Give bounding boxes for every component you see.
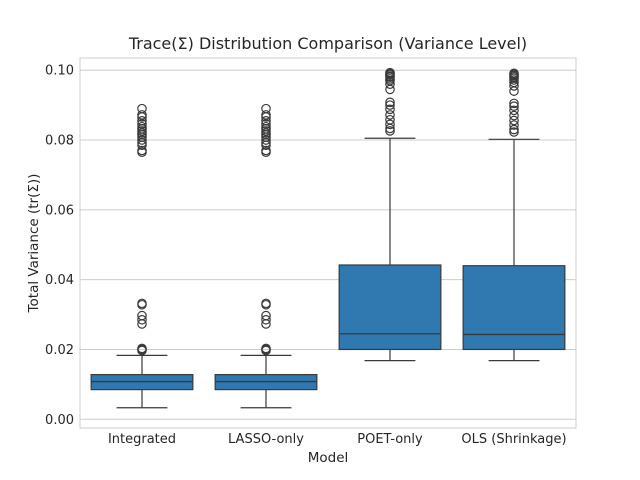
outlier-point bbox=[509, 101, 519, 111]
y-tick-label: 0.06 bbox=[45, 203, 74, 218]
outlier-point bbox=[137, 298, 147, 309]
x-tick-label: LASSO-only bbox=[228, 432, 304, 447]
x-tick-label: OLS (Shrinkage) bbox=[461, 432, 566, 447]
outlier-point bbox=[261, 314, 271, 325]
x-tick-label: POET-only bbox=[357, 432, 423, 447]
outlier-point bbox=[261, 145, 271, 156]
outlier-point bbox=[137, 116, 147, 126]
outlier-point bbox=[385, 110, 395, 120]
plot-frame bbox=[79, 57, 577, 429]
outlier-point bbox=[509, 81, 519, 91]
iqr-box bbox=[462, 265, 566, 351]
outlier-point bbox=[385, 100, 395, 110]
outlier-point bbox=[509, 120, 519, 130]
outlier-point bbox=[509, 124, 519, 135]
y-tick-label: 0.02 bbox=[45, 343, 74, 358]
y-tick-label: 0.04 bbox=[45, 273, 74, 288]
outlier-point bbox=[261, 343, 271, 354]
outlier-point bbox=[137, 103, 147, 114]
outlier-point bbox=[137, 119, 147, 129]
outlier-point bbox=[509, 110, 519, 121]
x-tick-labels: Integrated LASSO-only POET-only OLS (Shrink… bbox=[108, 432, 567, 447]
outlier-point bbox=[261, 110, 271, 120]
y-tick-label: 0.08 bbox=[45, 134, 74, 149]
outlier-point bbox=[385, 119, 395, 130]
y-tick-labels: 0.00 0.02 0.04 0.06 0.08 0.10 bbox=[45, 64, 74, 428]
box-group bbox=[338, 67, 442, 362]
outlier-point bbox=[137, 110, 147, 120]
grid-lines bbox=[80, 69, 576, 420]
iqr-box bbox=[338, 264, 442, 351]
outlier-point bbox=[385, 126, 395, 136]
chart-title: Trace(Σ) Distribution Comparison (Varian… bbox=[128, 34, 527, 53]
outlier-point bbox=[509, 98, 519, 109]
outlier-point bbox=[261, 135, 271, 145]
box-group bbox=[90, 103, 194, 409]
y-axis-label: Total Variance (tr(Σ)) bbox=[26, 174, 42, 314]
box-group bbox=[214, 103, 318, 409]
outlier-point bbox=[261, 310, 271, 321]
boxes-layer bbox=[90, 67, 566, 409]
y-tick-label: 0.00 bbox=[45, 413, 74, 428]
outlier-point bbox=[509, 105, 519, 116]
outlier-point bbox=[509, 127, 519, 137]
outlier-point bbox=[137, 121, 147, 132]
outlier-point bbox=[261, 121, 271, 132]
outlier-point bbox=[509, 68, 519, 79]
outlier-point bbox=[137, 314, 147, 325]
outlier-point bbox=[385, 104, 395, 115]
outlier-point bbox=[261, 103, 271, 114]
outlier-point bbox=[385, 67, 395, 78]
outlier-point bbox=[509, 115, 519, 126]
y-tick-label: 0.10 bbox=[45, 64, 74, 79]
outlier-point bbox=[137, 135, 147, 145]
x-axis-label: Model bbox=[308, 450, 349, 466]
outlier-point bbox=[385, 114, 395, 125]
box-group bbox=[462, 68, 566, 362]
outlier-point bbox=[137, 343, 147, 354]
outlier-point bbox=[385, 97, 395, 108]
outlier-point bbox=[137, 145, 147, 156]
x-tick-label: Integrated bbox=[108, 432, 176, 447]
outlier-point bbox=[261, 298, 271, 309]
outlier-point bbox=[137, 310, 147, 321]
outlier-point bbox=[261, 116, 271, 126]
outlier-point bbox=[261, 119, 271, 129]
